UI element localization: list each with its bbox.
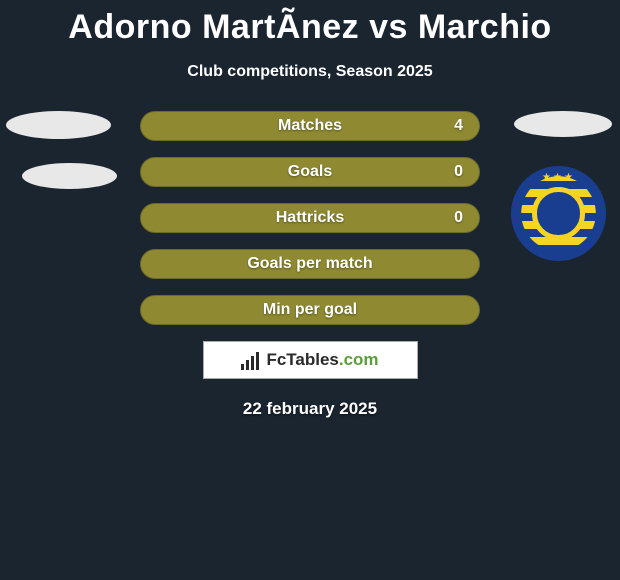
stat-label: Min per goal [263,301,357,319]
player-right-photo-placeholder [514,111,612,137]
stat-label: Matches [278,117,342,135]
crest-stars-icon: ★★★ [542,172,575,183]
player-left-photo-placeholder-2 [22,163,117,189]
stat-value: 4 [454,117,463,135]
branding-box: FcTables.com [203,341,418,379]
branding-suffix: .com [339,350,379,369]
stat-label: Goals [288,163,332,181]
club-crest: ★★★ [511,166,606,261]
stat-row-matches: Matches 4 [140,111,480,141]
stat-row-goals-per-match: Goals per match [140,249,480,279]
stat-label: Hattricks [276,209,344,227]
branding-name: FcTables [266,350,338,369]
date-text: 22 february 2025 [0,399,620,419]
stat-value: 0 [454,209,463,227]
player-left-photo-placeholder-1 [6,111,111,139]
crest-ring-icon [532,187,584,239]
stat-row-goals: Goals 0 [140,157,480,187]
page-title: Adorno MartÃnez vs Marchio [0,0,620,47]
stat-row-min-per-goal: Min per goal [140,295,480,325]
stat-value: 0 [454,163,463,181]
stat-row-hattricks: Hattricks 0 [140,203,480,233]
branding-text: FcTables.com [266,350,378,370]
stats-area: ★★★ Matches 4 Goals 0 Hattricks 0 Goals … [0,111,620,419]
chart-bars-icon [241,350,263,370]
stat-label: Goals per match [247,255,372,273]
page-subtitle: Club competitions, Season 2025 [0,63,620,81]
crest-background: ★★★ [511,166,606,261]
